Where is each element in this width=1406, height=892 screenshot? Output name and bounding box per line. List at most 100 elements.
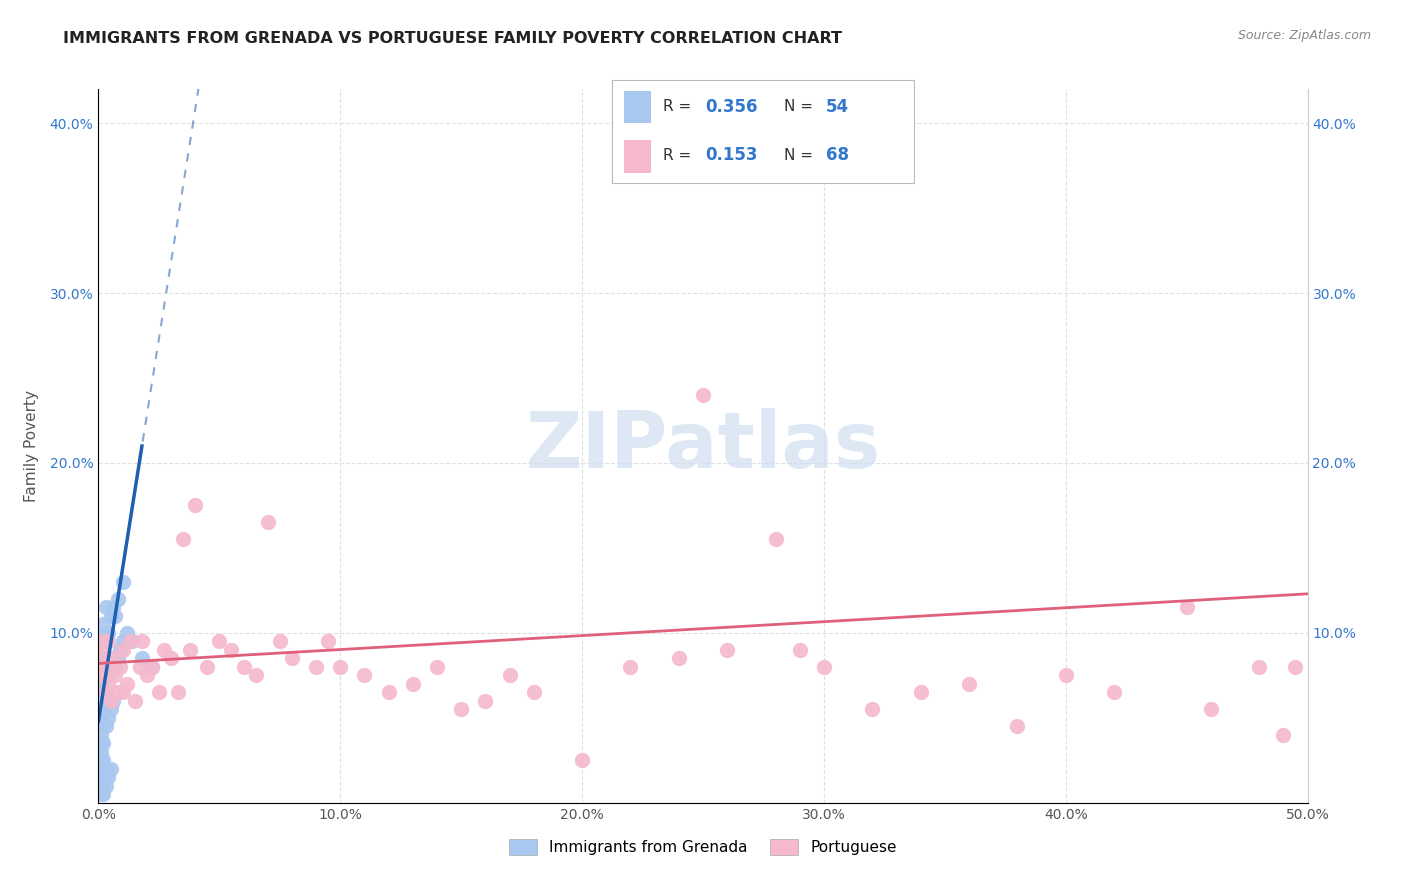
Text: ZIPatlas: ZIPatlas bbox=[526, 408, 880, 484]
Point bbox=[141, 660, 163, 674]
Point bbox=[97, 711, 120, 725]
Point bbox=[91, 779, 114, 793]
Point bbox=[131, 651, 153, 665]
Point bbox=[94, 651, 117, 665]
Point bbox=[329, 660, 352, 674]
Y-axis label: Family Poverty: Family Poverty bbox=[24, 390, 38, 502]
Point bbox=[97, 626, 120, 640]
Point bbox=[91, 643, 114, 657]
Point bbox=[104, 608, 127, 623]
Point bbox=[256, 516, 278, 530]
Point bbox=[94, 626, 117, 640]
Point bbox=[107, 685, 129, 699]
Point bbox=[91, 736, 114, 750]
Point bbox=[245, 668, 267, 682]
Point bbox=[100, 694, 122, 708]
Point bbox=[97, 677, 120, 691]
Point bbox=[117, 626, 139, 640]
Point bbox=[94, 779, 117, 793]
Point bbox=[111, 634, 134, 648]
Point bbox=[91, 702, 114, 716]
Point bbox=[167, 685, 190, 699]
Point bbox=[91, 753, 114, 767]
Point bbox=[90, 787, 112, 801]
Point bbox=[94, 600, 117, 615]
Point bbox=[108, 643, 131, 657]
Point bbox=[148, 685, 170, 699]
Text: N =: N = bbox=[785, 148, 818, 162]
Point bbox=[100, 702, 122, 716]
Point bbox=[910, 685, 932, 699]
Point bbox=[221, 643, 243, 657]
Point bbox=[100, 660, 122, 674]
Point bbox=[97, 770, 120, 784]
Bar bbox=[624, 91, 651, 123]
Point bbox=[90, 728, 112, 742]
Point bbox=[128, 660, 150, 674]
Point bbox=[90, 753, 112, 767]
Point bbox=[90, 762, 112, 776]
Point bbox=[269, 634, 291, 648]
Point bbox=[111, 574, 134, 589]
Point bbox=[104, 660, 127, 674]
Point bbox=[91, 651, 114, 665]
Text: Source: ZipAtlas.com: Source: ZipAtlas.com bbox=[1237, 29, 1371, 42]
Point bbox=[90, 779, 112, 793]
Point bbox=[619, 660, 641, 674]
Point bbox=[716, 643, 738, 657]
Point bbox=[692, 388, 714, 402]
Point bbox=[100, 660, 122, 674]
Legend: Immigrants from Grenada, Portuguese: Immigrants from Grenada, Portuguese bbox=[502, 831, 904, 863]
Point bbox=[91, 634, 114, 648]
Point bbox=[91, 787, 114, 801]
Point bbox=[94, 719, 117, 733]
Text: 54: 54 bbox=[827, 98, 849, 116]
Point bbox=[141, 660, 163, 674]
Point bbox=[353, 668, 375, 682]
Point bbox=[121, 634, 143, 648]
Point bbox=[97, 668, 120, 682]
Text: IMMIGRANTS FROM GRENADA VS PORTUGUESE FAMILY POVERTY CORRELATION CHART: IMMIGRANTS FROM GRENADA VS PORTUGUESE FA… bbox=[63, 31, 842, 46]
Point bbox=[90, 651, 112, 665]
Point bbox=[90, 677, 112, 691]
Text: 0.153: 0.153 bbox=[706, 146, 758, 164]
Point bbox=[90, 711, 112, 725]
Point bbox=[426, 660, 449, 674]
Point bbox=[1175, 600, 1198, 615]
Point bbox=[402, 677, 425, 691]
Point bbox=[1199, 702, 1222, 716]
Point bbox=[107, 591, 129, 606]
Point bbox=[97, 634, 120, 648]
Point bbox=[152, 643, 174, 657]
Point bbox=[101, 694, 124, 708]
Point bbox=[474, 694, 496, 708]
Point bbox=[135, 668, 157, 682]
Text: R =: R = bbox=[664, 148, 696, 162]
Point bbox=[232, 660, 254, 674]
Point bbox=[498, 668, 520, 682]
Point bbox=[1284, 660, 1306, 674]
Point bbox=[90, 770, 112, 784]
Point bbox=[208, 634, 231, 648]
Point bbox=[91, 685, 114, 699]
Point bbox=[813, 660, 835, 674]
Point bbox=[179, 643, 201, 657]
Point bbox=[316, 634, 339, 648]
Text: N =: N = bbox=[785, 99, 818, 114]
Point bbox=[571, 753, 593, 767]
Point bbox=[377, 685, 399, 699]
Point bbox=[523, 685, 546, 699]
Point bbox=[94, 685, 117, 699]
Point bbox=[90, 660, 112, 674]
Text: 0.356: 0.356 bbox=[706, 98, 758, 116]
Point bbox=[107, 651, 129, 665]
Point bbox=[90, 634, 112, 648]
Point bbox=[1249, 660, 1271, 674]
Point bbox=[957, 677, 980, 691]
Point bbox=[111, 685, 134, 699]
Point bbox=[90, 736, 112, 750]
Point bbox=[91, 668, 114, 682]
Point bbox=[91, 668, 114, 682]
Point bbox=[104, 668, 127, 682]
Point bbox=[111, 643, 134, 657]
